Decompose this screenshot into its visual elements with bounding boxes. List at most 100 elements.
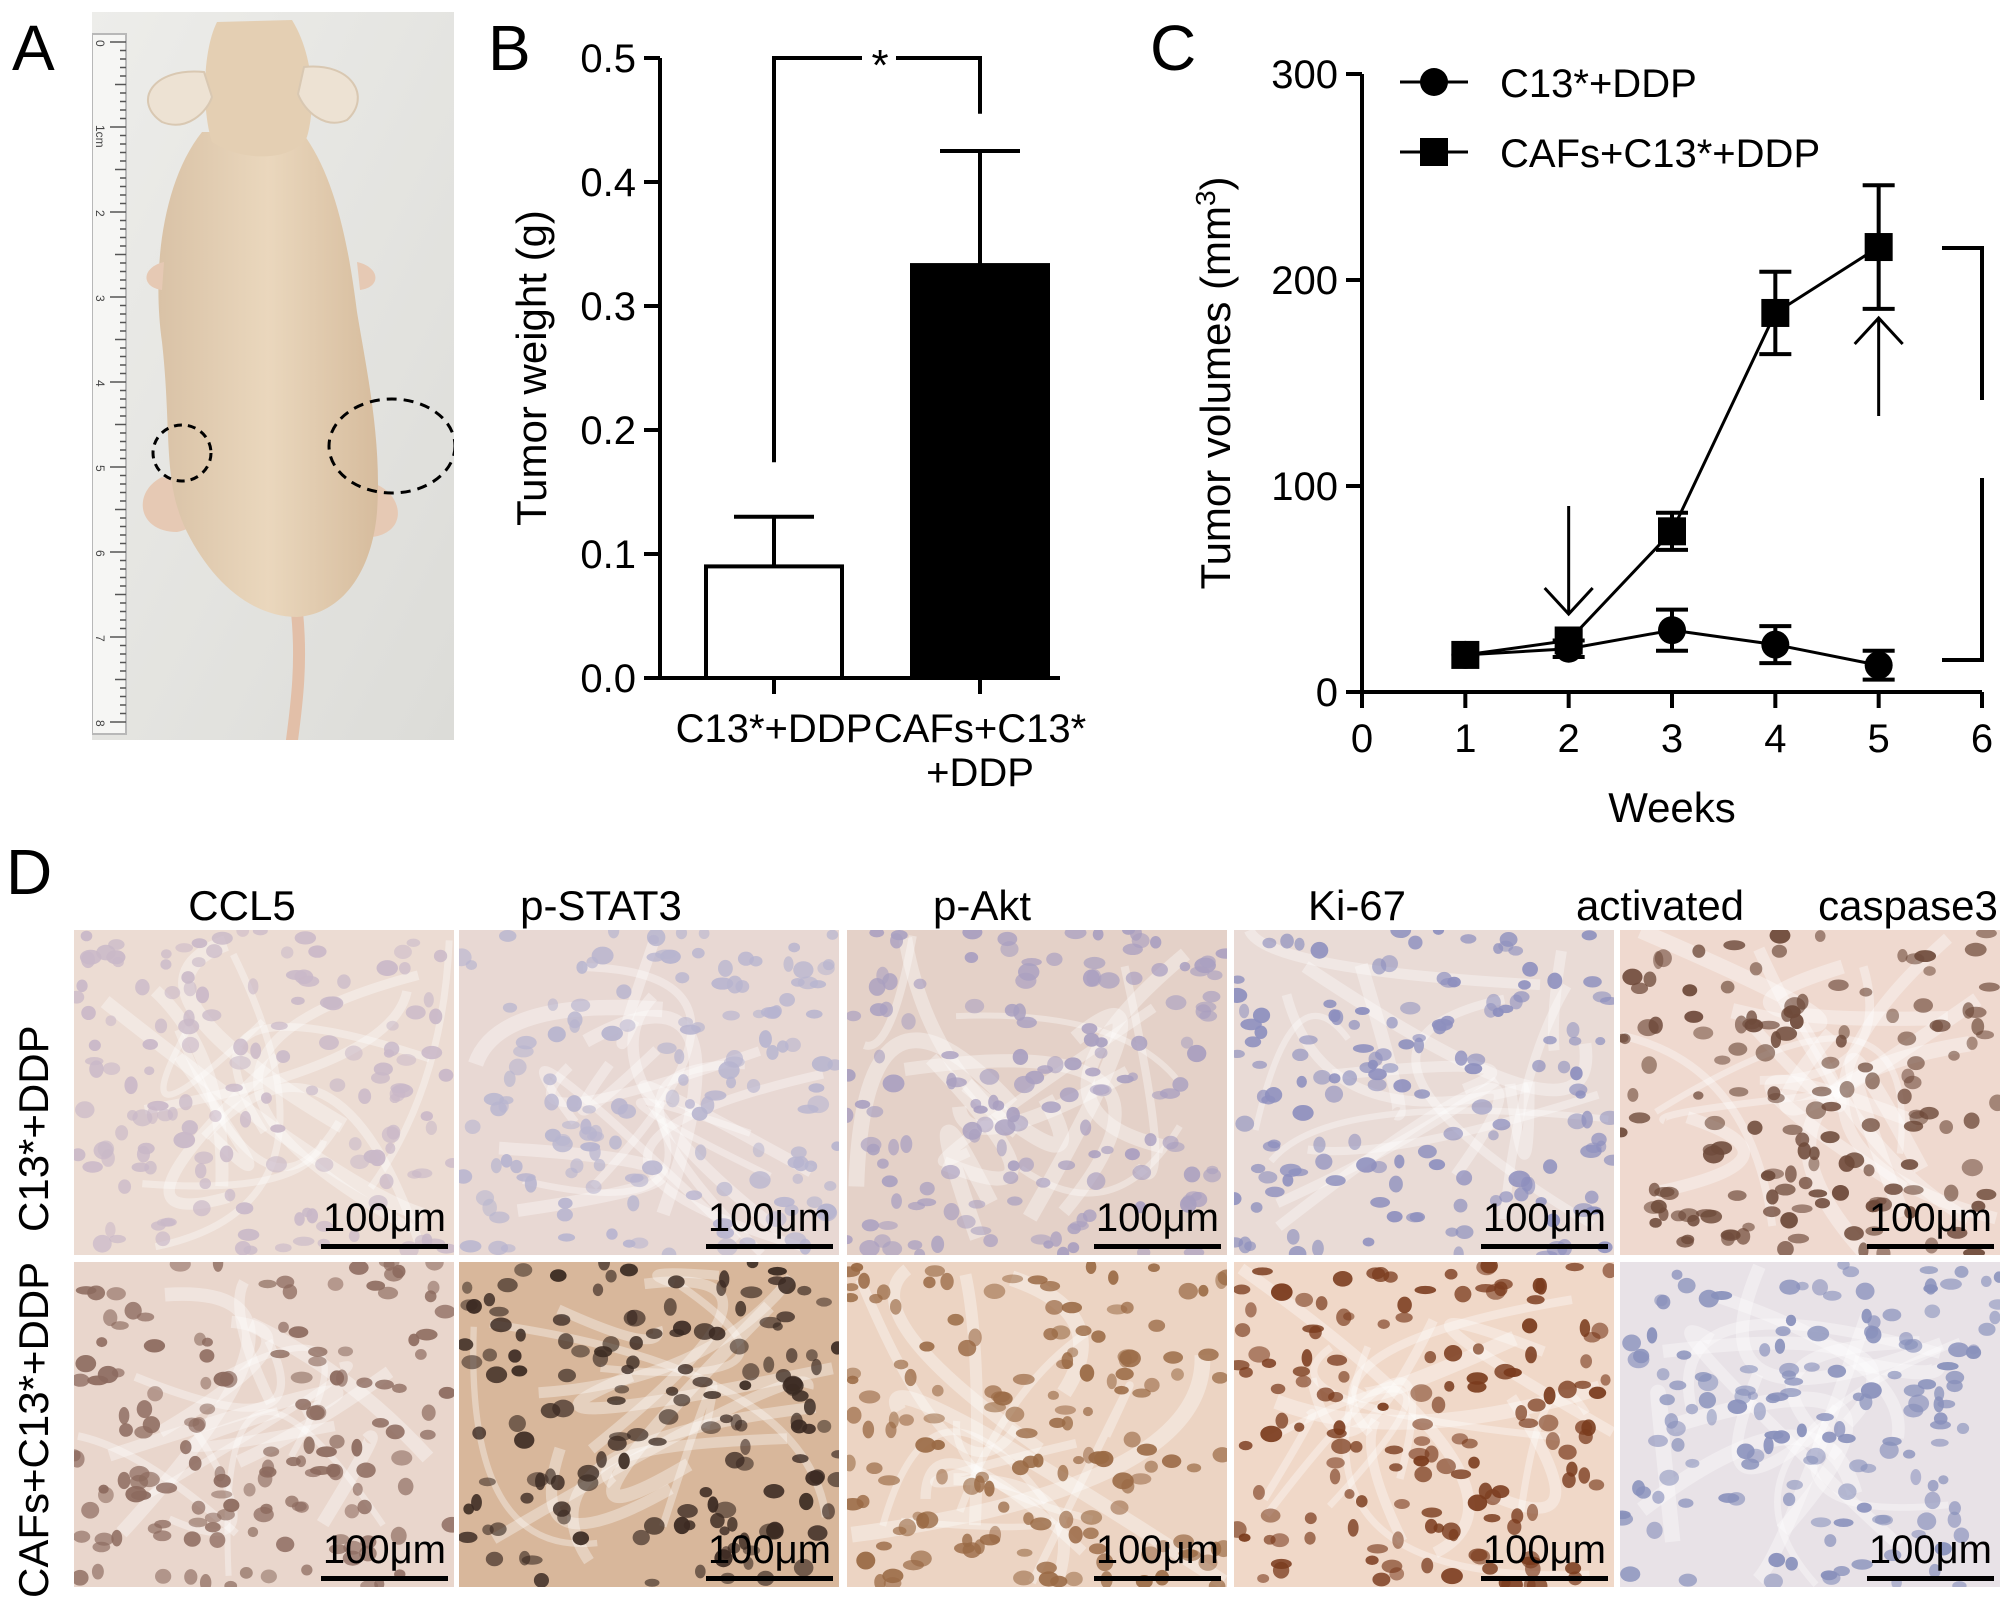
ihc-texture <box>1620 1262 2000 1587</box>
data-point <box>1761 630 1790 659</box>
row-label-cafs-c13-ddp: CAFs+C13*+DDP <box>10 1261 57 1598</box>
row-label-c13-ddp: C13*+DDP <box>10 1025 57 1232</box>
ihc-image-tile: 100μm <box>1234 930 1614 1255</box>
y-tick-label: 200 <box>1271 259 1338 303</box>
scale-bar: 100μm <box>320 1530 448 1581</box>
ihc-texture <box>1234 1262 1614 1587</box>
x-tick-label: C13*+DDP <box>676 707 873 751</box>
series-line <box>1465 245 1880 657</box>
y-tick-label: 0.4 <box>580 161 636 205</box>
ruler-label: 6 <box>93 550 107 557</box>
ruler-label: 0 <box>93 40 107 47</box>
data-point <box>1864 233 1893 262</box>
panel-label-d: D <box>6 836 53 908</box>
data-point <box>1864 651 1893 680</box>
significance-bracket <box>772 56 982 463</box>
series-line <box>1465 628 1879 667</box>
data-point <box>1420 138 1448 166</box>
ihc-stain-title: p-STAT3 <box>520 882 682 929</box>
scale-bar: 100μm <box>1866 1530 1994 1581</box>
data-point <box>1420 68 1448 96</box>
ihc-texture <box>74 1262 454 1587</box>
scale-bar: 100μm <box>1480 1198 1608 1249</box>
data-point <box>1658 517 1686 546</box>
y-tick-label: 0.3 <box>580 285 636 329</box>
ihc-image-tile: 100μm <box>1234 1262 1614 1587</box>
ruler-label: 3 <box>93 295 107 302</box>
ihc-stain-title: Ki-67 <box>1307 882 1407 929</box>
ihc-texture <box>1620 930 2000 1255</box>
y-tick-label: 300 <box>1271 53 1338 97</box>
ruler-label: 8 <box>93 720 107 727</box>
ihc-image-tile: 100μm <box>847 930 1227 1255</box>
ihc-texture <box>459 1262 839 1587</box>
ihc-texture <box>1234 930 1614 1255</box>
ruler-label: 4 <box>93 380 107 387</box>
x-tick-label: 5 <box>1868 717 1890 761</box>
data-point <box>1761 298 1790 327</box>
bar <box>910 263 1050 680</box>
panel-label-b: B <box>488 12 531 84</box>
scale-bar: 100μm <box>1093 1530 1221 1581</box>
x-tick-label: 4 <box>1764 717 1786 761</box>
y-tick-label: 0.2 <box>580 409 636 453</box>
scale-bar: 100μm <box>320 1198 448 1249</box>
arrow-head <box>1543 586 1594 617</box>
y-tick-label: 100 <box>1271 465 1338 509</box>
ruler: 0 1cm 2 3 4 5 6 7 8 <box>92 33 127 735</box>
data-point <box>1554 634 1583 663</box>
y-axis-title: Tumor volumes (mm3) <box>1190 176 1240 589</box>
arrow-head <box>1853 315 1904 346</box>
ihc-texture <box>459 930 839 1255</box>
ihc-texture <box>74 930 454 1255</box>
panel-label-a: A <box>12 12 55 84</box>
tumor-weight-bar-chart: 0.0 0.1 0.2 0.3 0.4 0.5 C13*+DDP CAFs+C13*+DDP *… <box>508 37 1086 795</box>
y-tick-label: 0.5 <box>580 37 636 81</box>
ihc-texture <box>847 930 1227 1255</box>
x-tick-label: 2 <box>1558 717 1580 761</box>
significance-label: * <box>871 41 888 90</box>
ihc-image-tile: 100μm <box>459 1262 839 1587</box>
x-tick-label: 3 <box>1661 717 1683 761</box>
ihc-image-tile: 100μm <box>1620 1262 2000 1587</box>
large-tumor-circle <box>327 397 454 495</box>
tumor-volume-line-chart: 0 100 200 300 0 1 2 3 4 5 6 Weeks Tumor volumes (mm3… <box>1190 53 2008 831</box>
ruler-label: 2 <box>93 210 107 217</box>
x-tick-label: +DDP <box>926 751 1034 795</box>
ihc-stain-title: p-Akt <box>932 882 1032 929</box>
scale-bar: 100μm <box>1480 1530 1608 1581</box>
x-axis-title: Weeks <box>1608 784 1736 831</box>
ruler-label: 7 <box>93 635 107 642</box>
data-point <box>1658 616 1686 645</box>
y-tick-label: 0.1 <box>580 533 636 577</box>
ihc-image-tile: 100μm <box>74 930 454 1255</box>
ihc-stain-title: caspase3 <box>1818 882 1998 929</box>
y-tick-label: 0 <box>1316 671 1338 715</box>
ihc-image-tile: 100μm <box>847 1262 1227 1587</box>
ihc-image-tile: 100μm <box>1620 930 2000 1255</box>
data-point <box>1451 640 1480 669</box>
mouse-photograph: 0 1cm 2 3 4 5 6 7 8 <box>92 12 454 740</box>
y-tick-label: 0.0 <box>580 657 636 701</box>
y-axis-title: Tumor weight (g) <box>508 210 555 526</box>
scale-bar: 100μm <box>705 1198 833 1249</box>
panel-label-c: C <box>1150 12 1197 84</box>
ihc-stain-title: CCL5 <box>188 882 296 929</box>
ihc-image-tile: 100μm <box>74 1262 454 1587</box>
scale-bar: 100μm <box>1866 1198 1994 1249</box>
data-point <box>1451 640 1480 669</box>
ihc-texture <box>847 1262 1227 1587</box>
legend-label: C13*+DDP <box>1500 62 1697 106</box>
ruler-label: 5 <box>93 465 107 472</box>
significance-mask <box>1966 400 2000 478</box>
ihc-image-tile: 100μm <box>459 930 839 1255</box>
ihc-stain-title: activated <box>1575 882 1745 929</box>
significance-mask <box>862 38 896 78</box>
significance-bracket <box>1942 246 1984 662</box>
data-point <box>1554 626 1583 655</box>
x-tick-label: 6 <box>1971 717 1993 761</box>
x-tick-label: CAFs+C13* <box>874 707 1086 751</box>
legend-label: CAFs+C13*+DDP <box>1500 132 1820 176</box>
scale-bar: 100μm <box>705 1530 833 1581</box>
bar <box>704 564 844 681</box>
